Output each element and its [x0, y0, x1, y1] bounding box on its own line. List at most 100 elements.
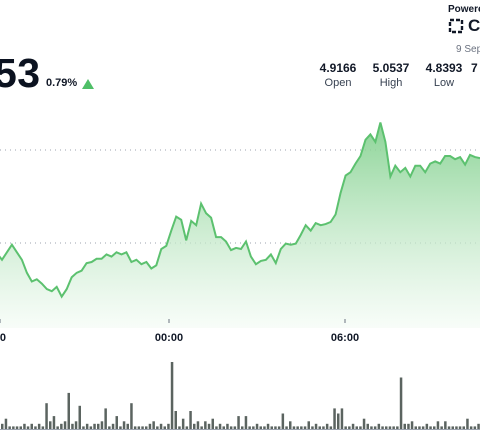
stat-open: 4.9166 Open	[313, 61, 363, 89]
volume-bar	[381, 426, 384, 429]
volume-bar	[204, 421, 207, 429]
stat-low-value: 4.8393	[425, 61, 463, 75]
volume-bar	[403, 423, 406, 429]
volume-bar	[266, 423, 270, 429]
volume-bar	[141, 426, 144, 429]
volume-bar	[252, 426, 255, 429]
volume-bar	[407, 423, 410, 429]
x-axis-ticks: 0 00:00 06:00	[0, 319, 359, 344]
stat-high-label: High	[379, 77, 403, 89]
volume-bar	[244, 416, 248, 429]
volume-bar	[226, 423, 229, 429]
volume-bar	[159, 423, 163, 429]
volume-bar	[473, 426, 477, 429]
volume-bar	[373, 426, 377, 429]
volume-bar	[436, 421, 440, 429]
volume-bar	[174, 411, 177, 429]
volume-bar	[300, 426, 303, 429]
volume-bar	[8, 426, 11, 429]
volume-bar	[218, 423, 222, 429]
volume-bar	[469, 426, 473, 429]
volume-bar	[23, 423, 26, 429]
powered-by-label: Powered	[448, 4, 480, 15]
volume-bar	[233, 426, 237, 429]
volume-bar	[425, 423, 429, 429]
volume-bar	[60, 423, 63, 429]
volume-bar	[126, 423, 129, 429]
volume-bar	[359, 426, 362, 429]
volume-bar	[325, 423, 329, 429]
volume-bar	[337, 413, 340, 429]
volume-bar	[318, 426, 321, 429]
volume-bar	[270, 426, 273, 429]
volume-bar	[333, 408, 336, 429]
volume-bar	[447, 426, 451, 429]
volume-bar	[370, 426, 373, 429]
volume-bar	[344, 426, 347, 429]
volume-bar	[211, 418, 214, 429]
volume-bar	[82, 426, 85, 429]
volume-bar	[421, 426, 425, 429]
volume-bar	[193, 423, 196, 429]
brand-logo-icon	[448, 18, 464, 34]
volume-bar	[241, 426, 244, 429]
volume-bar	[458, 426, 462, 429]
volume-bar	[15, 426, 19, 429]
volume-bar	[314, 423, 318, 429]
volume-bar	[71, 423, 74, 429]
volume-bar	[388, 426, 392, 429]
volume-bar	[12, 426, 15, 429]
volume-bar	[189, 411, 192, 429]
volume-bar	[119, 426, 122, 429]
volume-bar	[122, 421, 126, 429]
volume-bar	[152, 421, 155, 429]
volume-bar	[248, 426, 251, 429]
volume-bar	[329, 426, 333, 429]
volume-bar	[85, 423, 89, 429]
stat-close: 7	[471, 61, 480, 75]
volume-bar	[97, 423, 100, 429]
up-arrow-icon	[82, 79, 94, 89]
volume-bar	[148, 423, 152, 429]
volume-bar	[63, 421, 67, 429]
volume-bar	[207, 423, 211, 429]
current-price: 53	[0, 50, 41, 96]
volume-bar	[26, 426, 30, 429]
volume-bar	[255, 423, 259, 429]
volume-bar	[163, 426, 166, 429]
volume-bar	[34, 426, 37, 429]
volume-bar	[45, 403, 48, 429]
volume-bar	[351, 423, 355, 429]
volume-bar	[200, 426, 203, 429]
volume-bar	[451, 426, 454, 429]
volume-bar	[377, 423, 381, 429]
volume-bar	[89, 426, 93, 429]
volume-bar	[340, 408, 344, 429]
brand-name: Co	[468, 16, 480, 34]
volume-bar	[292, 426, 296, 429]
volume-bar	[137, 426, 141, 429]
volume-bar	[477, 423, 480, 429]
brand-logo[interactable]: Co	[448, 16, 480, 34]
volume-bar	[322, 426, 325, 429]
volume-bar	[392, 426, 395, 429]
volume-bar	[396, 426, 399, 429]
price-area-fill	[0, 122, 480, 328]
volume-bar	[362, 418, 366, 429]
stat-high: 5.0537 High	[366, 61, 416, 89]
x-tick-label: 00:00	[155, 332, 183, 344]
price-change-percent: 0.79%	[46, 77, 78, 89]
volume-bar	[410, 421, 414, 429]
volume-bar	[67, 392, 70, 429]
volume-bar	[100, 421, 104, 429]
volume-bar	[399, 377, 403, 429]
volume-bar	[303, 426, 307, 429]
volume-bar	[259, 426, 262, 429]
volume-bar	[440, 426, 443, 429]
volume-bar	[156, 426, 159, 429]
volume-bar	[170, 362, 174, 429]
volume-bar	[74, 421, 78, 429]
volume-bar	[429, 426, 432, 429]
stat-close-value: 7	[471, 61, 478, 75]
